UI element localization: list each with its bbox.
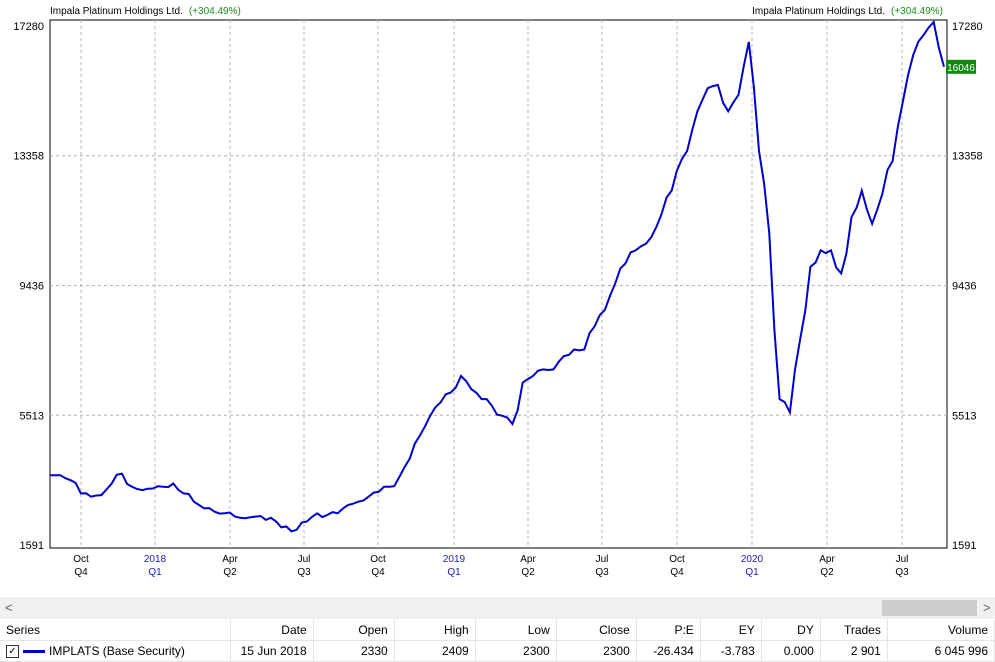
x-quarter-label: Q3 xyxy=(595,567,609,578)
last-value-badge-bg xyxy=(946,59,976,74)
last-value-badge: 16046 xyxy=(946,59,976,74)
y-tick-label-left: 5513 xyxy=(20,410,44,422)
y-tick-label-left: 9436 xyxy=(20,280,44,292)
x-month-label: Oct xyxy=(73,554,89,565)
series-line[interactable] xyxy=(50,19,945,533)
cell-dy: 0.000 xyxy=(761,640,821,662)
x-month-label: Jul xyxy=(298,554,311,565)
y-tick-label-right: 13358 xyxy=(952,151,983,163)
grid-header-row: Series Date Open High Low Close P:E EY D… xyxy=(0,620,995,641)
series-color-swatch xyxy=(23,649,45,653)
header-close[interactable]: Close xyxy=(556,620,637,641)
x-axis-labels: Oct Q4 2018 Q1 Apr Q2 Jul Q3 Oct Q4 2019 Q1 Apr Q2 Jul… xyxy=(73,554,909,578)
header-volume[interactable]: Volume xyxy=(887,620,995,641)
x-quarter-label: Q2 xyxy=(521,567,535,578)
header-date[interactable]: Date xyxy=(230,620,314,641)
header-series[interactable]: Series xyxy=(0,620,231,641)
x-year-label: 2018 xyxy=(144,554,167,565)
x-quarter-label: Q4 xyxy=(74,567,88,578)
header-high[interactable]: High xyxy=(394,620,476,641)
header-pe[interactable]: P:E xyxy=(636,620,701,641)
x-quarter-label: Q4 xyxy=(371,567,385,578)
y-tick-label-right: 17280 xyxy=(952,21,983,33)
header-dy[interactable]: DY xyxy=(761,620,821,641)
y-tick-label-left: 13358 xyxy=(13,151,44,163)
x-quarter-label: Q2 xyxy=(820,567,834,578)
header-low[interactable]: Low xyxy=(475,620,557,641)
cell-date: 15 Jun 2018 xyxy=(230,640,314,662)
chart-title-right: Impala Platinum Holdings Ltd. (+304.49%) xyxy=(752,6,943,17)
chart-title-left: Impala Platinum Holdings Ltd. (+304.49%) xyxy=(50,6,241,17)
security-name-right: Impala Platinum Holdings Ltd. xyxy=(752,6,886,17)
x-quarter-label: Q2 xyxy=(223,567,237,578)
cell-pe: -26.434 xyxy=(636,640,701,662)
cell-low: 2300 xyxy=(475,640,557,662)
x-quarter-label: Q1 xyxy=(148,567,162,578)
x-month-label: Apr xyxy=(520,554,536,565)
x-quarter-label: Q3 xyxy=(895,567,909,578)
data-grid: Series Date Open High Low Close P:E EY D… xyxy=(0,620,995,662)
x-month-label: Apr xyxy=(819,554,835,565)
change-right: (+304.49%) xyxy=(891,6,943,17)
y-tick-label-right: 9436 xyxy=(952,280,976,292)
cell-open: 2330 xyxy=(313,640,395,662)
cell-volume: 6 045 996 xyxy=(887,640,995,662)
series-checkbox[interactable]: ✓ xyxy=(6,644,19,658)
series-cell: ✓ IMPLATS (Base Security) xyxy=(0,640,231,662)
cell-trades: 2 901 xyxy=(820,640,888,662)
scroll-right-arrow-icon[interactable]: > xyxy=(983,600,991,615)
price-chart[interactable]: 17280 17280 13358 13358 9436 9436 5513 5513 1591… xyxy=(0,0,995,595)
x-quarter-label: Q4 xyxy=(670,567,684,578)
x-month-label: Oct xyxy=(370,554,386,565)
x-month-label: Apr xyxy=(222,554,238,565)
change-left: (+304.49%) xyxy=(188,6,241,17)
x-year-label: 2020 xyxy=(741,554,764,565)
cell-high: 2409 xyxy=(394,640,476,662)
cell-ey: -3.783 xyxy=(700,640,762,662)
y-tick-label-right: 1591 xyxy=(952,540,976,552)
table-row[interactable]: ✓ IMPLATS (Base Security) 15 Jun 2018 23… xyxy=(0,640,995,662)
y-tick-label-right: 5513 xyxy=(952,410,976,422)
header-trades[interactable]: Trades xyxy=(820,620,888,641)
scroll-thumb[interactable] xyxy=(882,600,977,616)
header-ey[interactable]: EY xyxy=(700,620,762,641)
y-axis-labels: 17280 17280 13358 13358 9436 9436 5513 5513 1591… xyxy=(13,21,982,552)
y-tick-label-left: 17280 xyxy=(13,21,44,33)
y-tick-label-left: 1591 xyxy=(20,540,44,552)
x-month-label: Jul xyxy=(596,554,609,565)
last-value-label: 16046 xyxy=(947,63,975,74)
x-year-label: 2019 xyxy=(443,554,466,565)
x-month-label: Oct xyxy=(669,554,685,565)
horizontal-scrollbar[interactable]: < > xyxy=(0,597,995,619)
x-quarter-label: Q3 xyxy=(297,567,311,578)
x-month-label: Jul xyxy=(896,554,909,565)
x-quarter-label: Q1 xyxy=(745,567,759,578)
scroll-left-arrow-icon[interactable]: < xyxy=(5,600,13,615)
plot-area xyxy=(49,19,948,549)
x-quarter-label: Q1 xyxy=(447,567,461,578)
cell-close: 2300 xyxy=(556,640,637,662)
grid-lines xyxy=(50,20,947,548)
header-open[interactable]: Open xyxy=(313,620,395,641)
security-name-left: Impala Platinum Holdings Ltd. xyxy=(50,6,183,17)
series-name: IMPLATS (Base Security) xyxy=(49,644,185,658)
